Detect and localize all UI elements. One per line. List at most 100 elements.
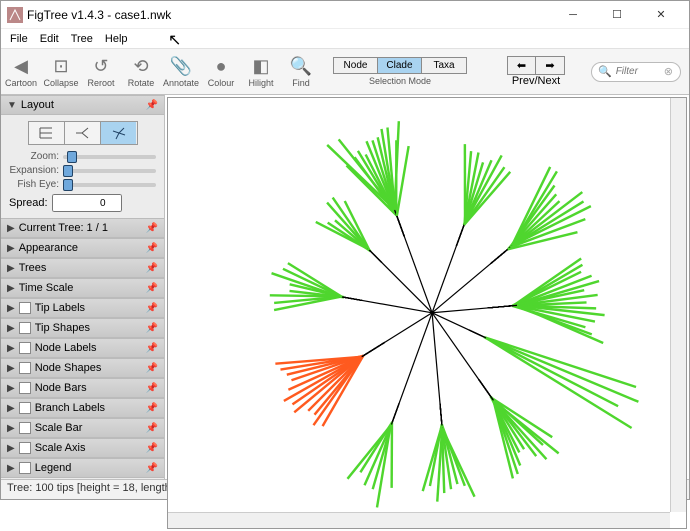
pin-icon[interactable]: 📌 — [146, 423, 158, 434]
menu-file[interactable]: File — [5, 31, 33, 47]
colour-button-icon: ● — [210, 55, 232, 77]
menu-help[interactable]: Help — [100, 31, 133, 47]
reroot-button-icon: ↺ — [90, 55, 112, 77]
panel-scale-axis[interactable]: ▶Scale Axis📌 — [1, 438, 164, 458]
find-button-label: Find — [292, 78, 310, 88]
sidebar: ▼ Layout 📌 Zoom: Expansion: — [1, 95, 165, 479]
panel-label: Branch Labels — [35, 402, 105, 414]
expand-arrow-icon: ▶ — [7, 423, 15, 434]
panel-node-labels[interactable]: ▶Node Labels📌 — [1, 338, 164, 358]
expansion-slider[interactable] — [63, 169, 156, 173]
prev-button[interactable]: ⬅ — [508, 57, 536, 74]
selmode-clade[interactable]: Clade — [378, 58, 422, 73]
selection-mode-label: Selection Mode — [369, 76, 431, 86]
pin-icon[interactable]: 📌 — [146, 363, 158, 374]
layout-body: Zoom: Expansion: Fish Eye: Spread: — [1, 115, 164, 218]
find-button[interactable]: 🔍Find — [281, 53, 321, 90]
panel-node-bars[interactable]: ▶ Node Bars 📌 — [1, 378, 164, 398]
panel-checkbox[interactable] — [19, 462, 31, 474]
filter-input[interactable] — [616, 66, 660, 77]
pin-icon[interactable]: 📌 — [146, 283, 158, 294]
panel-label: Scale Bar — [35, 422, 83, 434]
search-icon: 🔍 — [598, 65, 612, 78]
pin-icon[interactable]: 📌 — [146, 403, 158, 414]
panel-layout-header[interactable]: ▼ Layout 📌 — [1, 95, 164, 115]
pin-icon[interactable]: 📌 — [146, 463, 158, 474]
annotate-button-label: Annotate — [163, 78, 199, 88]
panel-label: Legend — [35, 462, 72, 474]
pin-icon[interactable]: 📌 — [146, 383, 158, 394]
tree-mode-3[interactable] — [101, 122, 136, 144]
panel-layout-label: Layout — [21, 99, 54, 111]
pin-icon[interactable]: 📌 — [146, 303, 158, 314]
hilight-button[interactable]: ◧Hilight — [241, 53, 281, 90]
pin-icon[interactable]: 📌 — [146, 263, 158, 274]
panel-checkbox[interactable] — [19, 322, 31, 334]
tree-mode-selector[interactable] — [28, 121, 138, 145]
expansion-label: Expansion: — [9, 165, 59, 176]
prev-next-group: ⬅ ➡ Prev/Next — [507, 56, 565, 87]
colour-button[interactable]: ●Colour — [201, 53, 241, 90]
panel-label: Tip Shapes — [35, 322, 90, 334]
panel-legend[interactable]: ▶Legend📌 — [1, 458, 164, 478]
panel-branch-labels[interactable]: ▶Branch Labels📌 — [1, 398, 164, 418]
panel-appearance[interactable]: ▶Appearance📌 — [1, 238, 164, 258]
expand-arrow-icon: ▶ — [7, 303, 15, 314]
filter-box[interactable]: 🔍 ⊗ — [591, 62, 681, 82]
pin-icon[interactable]: 📌 — [146, 323, 158, 334]
panel-checkbox[interactable] — [19, 342, 31, 354]
cartoon-button-label: Cartoon — [5, 78, 37, 88]
panel-tip-shapes[interactable]: ▶Tip Shapes📌 — [1, 318, 164, 338]
toolbar: ◀Cartoon⊡Collapse↺Reroot⟲Rotate📎Annotate… — [1, 49, 689, 95]
panel-label: Node Bars — [35, 382, 87, 394]
collapse-button-icon: ⊡ — [50, 55, 72, 77]
annotate-button[interactable]: 📎Annotate — [161, 53, 201, 90]
panel-trees[interactable]: ▶Trees📌 — [1, 258, 164, 278]
minimize-button[interactable]: ─ — [551, 1, 595, 29]
clear-filter-icon[interactable]: ⊗ — [664, 65, 673, 78]
panel-checkbox[interactable] — [19, 442, 31, 454]
menu-edit[interactable]: Edit — [35, 31, 64, 47]
panel-time-scale[interactable]: ▶Time Scale📌 — [1, 278, 164, 298]
tree-mode-1[interactable] — [29, 122, 65, 144]
pin-icon[interactable]: 📌 — [146, 100, 158, 111]
maximize-button[interactable]: ☐ — [595, 1, 639, 29]
tree-canvas[interactable] — [167, 97, 687, 529]
selmode-taxa[interactable]: Taxa — [422, 58, 466, 73]
rotate-button[interactable]: ⟲Rotate — [121, 53, 161, 90]
panel-label: Node Labels — [35, 342, 97, 354]
pin-icon[interactable]: 📌 — [146, 443, 158, 454]
pin-icon[interactable]: 📌 — [146, 223, 158, 234]
expand-arrow-icon: ▶ — [7, 383, 15, 394]
selection-mode-group: NodeCladeTaxa Selection Mode — [333, 57, 467, 86]
pin-icon[interactable]: 📌 — [146, 243, 158, 254]
spread-input[interactable] — [52, 194, 122, 212]
colour-button-label: Colour — [208, 78, 235, 88]
panel-checkbox[interactable] — [19, 422, 31, 434]
panel-label: Scale Axis — [35, 442, 86, 454]
hilight-button-icon: ◧ — [250, 55, 272, 77]
zoom-slider[interactable] — [63, 155, 156, 159]
panel-checkbox[interactable] — [19, 402, 31, 414]
scrollbar-horizontal[interactable] — [168, 512, 670, 528]
fisheye-slider[interactable] — [63, 183, 156, 187]
selmode-node[interactable]: Node — [334, 58, 378, 73]
pin-icon[interactable]: 📌 — [146, 343, 158, 354]
prev-next-label: Prev/Next — [512, 75, 560, 87]
menu-tree[interactable]: Tree — [66, 31, 98, 47]
cartoon-button[interactable]: ◀Cartoon — [1, 53, 41, 90]
panel-current-tree-1-1[interactable]: ▶Current Tree: 1 / 1📌 — [1, 218, 164, 238]
close-button[interactable]: ✕ — [639, 1, 683, 29]
reroot-button[interactable]: ↺Reroot — [81, 53, 121, 90]
panel-tip-labels[interactable]: ▶Tip Labels📌 — [1, 298, 164, 318]
panel-checkbox[interactable] — [19, 302, 31, 314]
hilight-button-label: Hilight — [248, 78, 273, 88]
panel-checkbox[interactable] — [19, 362, 31, 374]
panel-checkbox[interactable] — [19, 382, 31, 394]
next-button[interactable]: ➡ — [536, 57, 564, 74]
tree-mode-2[interactable] — [65, 122, 101, 144]
scrollbar-vertical[interactable] — [670, 98, 686, 512]
panel-scale-bar[interactable]: ▶ Scale Bar 📌 — [1, 418, 164, 438]
panel-node-shapes[interactable]: ▶Node Shapes📌 — [1, 358, 164, 378]
collapse-button[interactable]: ⊡Collapse — [41, 53, 81, 90]
